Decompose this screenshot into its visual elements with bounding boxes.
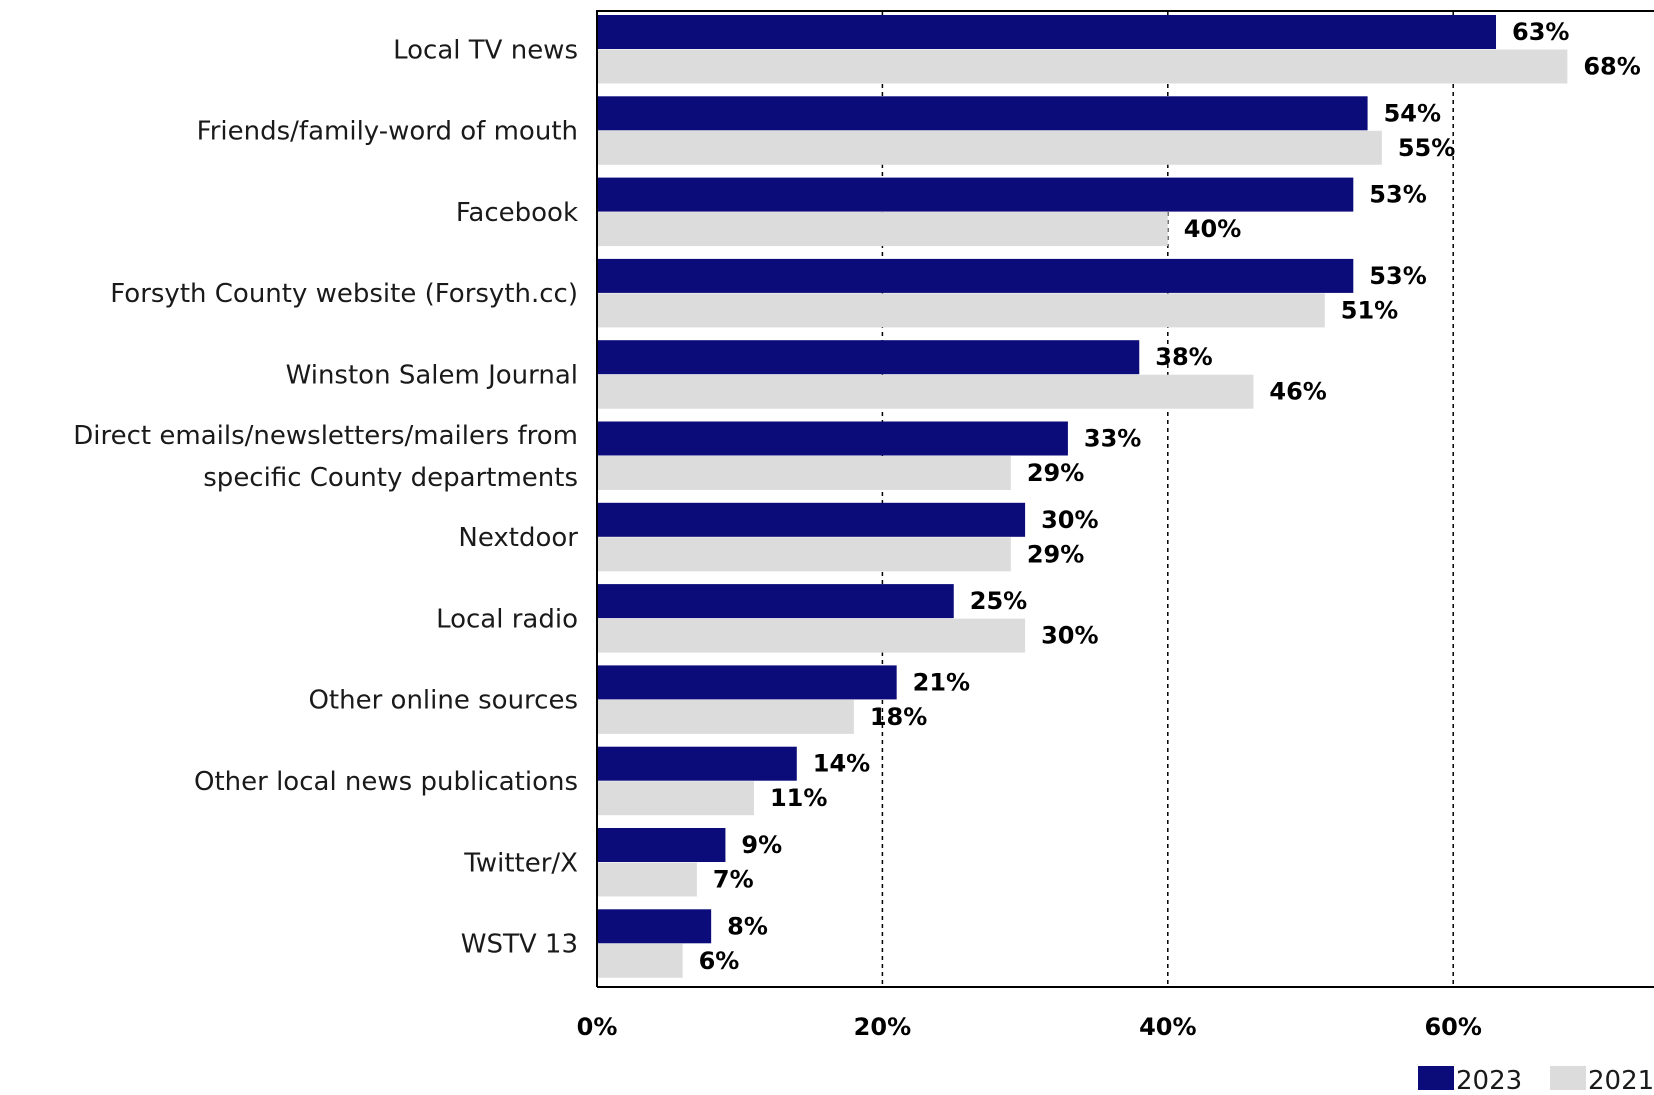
legend-label-2023: 2023: [1456, 1066, 1522, 1095]
category-label-1: Friends/family-word of mouth: [197, 117, 578, 147]
bar-2023-11: [597, 909, 712, 944]
category-label-9: Other local news publications: [194, 767, 578, 797]
bar-2023-0: [597, 15, 1497, 49]
value-label-2021-11: 6%: [699, 947, 740, 975]
value-label-2023-8: 21%: [913, 668, 970, 696]
bar-2023-3: [597, 258, 1354, 293]
value-label-2023-3: 53%: [1369, 262, 1426, 290]
legend-swatch-2021: [1550, 1066, 1586, 1090]
category-labels: Local TV news Friends/family-word of mout…: [73, 35, 578, 959]
bar-2021-3: [597, 293, 1325, 328]
x-tick-labels: 0% 20% 40% 60%: [577, 1013, 1482, 1041]
bar-2021-7: [597, 618, 1026, 653]
legend-label-2021: 2021: [1588, 1066, 1654, 1095]
value-label-2023-9: 14%: [813, 750, 870, 778]
value-label-2023-10: 9%: [741, 831, 782, 859]
bar-2021-2: [597, 212, 1168, 247]
bar-2023-8: [597, 665, 897, 700]
value-label-2023-7: 25%: [970, 587, 1027, 615]
value-label-2021-0: 68%: [1583, 53, 1640, 81]
category-label-3: Forsyth County website (Forsyth.cc): [110, 279, 578, 309]
value-label-2021-7: 30%: [1041, 622, 1098, 650]
category-label-4: Winston Salem Journal: [286, 360, 578, 390]
axes: [596, 10, 1654, 988]
bar-2023-1: [597, 96, 1368, 131]
value-label-2021-4: 46%: [1269, 378, 1326, 406]
value-label-2023-0: 63%: [1512, 18, 1569, 46]
x-tick-label-40: 40%: [1139, 1013, 1196, 1041]
category-label-8: Other online sources: [308, 686, 578, 716]
value-label-2023-6: 30%: [1041, 506, 1098, 534]
value-labels: 63%68%54%55%53%40%53%51%38%46%33%29%30%2…: [699, 18, 1641, 975]
bar-2021-5: [597, 456, 1011, 490]
x-tick-label-0: 0%: [577, 1013, 618, 1041]
legend-swatch-2023: [1418, 1066, 1454, 1090]
x-tick-label-60: 60%: [1424, 1013, 1481, 1041]
bar-2023-4: [597, 340, 1140, 375]
value-label-2021-3: 51%: [1341, 296, 1398, 324]
bar-2021-4: [597, 374, 1254, 409]
value-label-2021-9: 11%: [770, 784, 827, 812]
bar-2021-8: [597, 699, 854, 734]
value-label-2021-10: 7%: [713, 866, 754, 894]
category-label-0: Local TV news: [393, 35, 578, 65]
bar-2021-0: [597, 49, 1568, 84]
category-label-2: Facebook: [456, 198, 578, 228]
category-label-10: Twitter/X: [463, 848, 578, 878]
value-label-2021-6: 29%: [1027, 540, 1084, 568]
value-label-2021-5: 29%: [1027, 459, 1084, 487]
category-label-11: WSTV 13: [461, 930, 578, 960]
value-label-2023-5: 33%: [1084, 425, 1141, 453]
legend: 2023 2021: [1418, 1066, 1654, 1095]
bar-2023-6: [597, 502, 1026, 537]
bars: [597, 15, 1568, 978]
bar-2023-5: [597, 421, 1068, 456]
value-label-2023-1: 54%: [1384, 99, 1441, 127]
bar-2021-11: [597, 943, 683, 978]
bar-2023-7: [597, 584, 954, 619]
value-label-2023-4: 38%: [1155, 343, 1212, 371]
bar-2021-1: [597, 130, 1382, 165]
bar-2023-9: [597, 746, 797, 781]
category-label-5: Direct emails/newsletters/mailers from sp…: [73, 421, 578, 493]
bar-2023-2: [597, 177, 1354, 212]
x-tick-label-20: 20%: [854, 1013, 911, 1041]
gridlines: [881, 12, 1454, 987]
category-label-6: Nextdoor: [458, 523, 578, 553]
value-label-2021-1: 55%: [1398, 134, 1455, 162]
bar-2023-10: [597, 828, 726, 862]
bar-2021-10: [597, 862, 697, 897]
category-label-7: Local radio: [436, 604, 578, 634]
bar-2021-9: [597, 781, 754, 816]
value-label-2023-2: 53%: [1369, 181, 1426, 209]
bar-2021-6: [597, 537, 1011, 572]
value-label-2023-11: 8%: [727, 912, 768, 940]
value-label-2021-2: 40%: [1184, 215, 1241, 243]
value-label-2021-8: 18%: [870, 703, 927, 731]
